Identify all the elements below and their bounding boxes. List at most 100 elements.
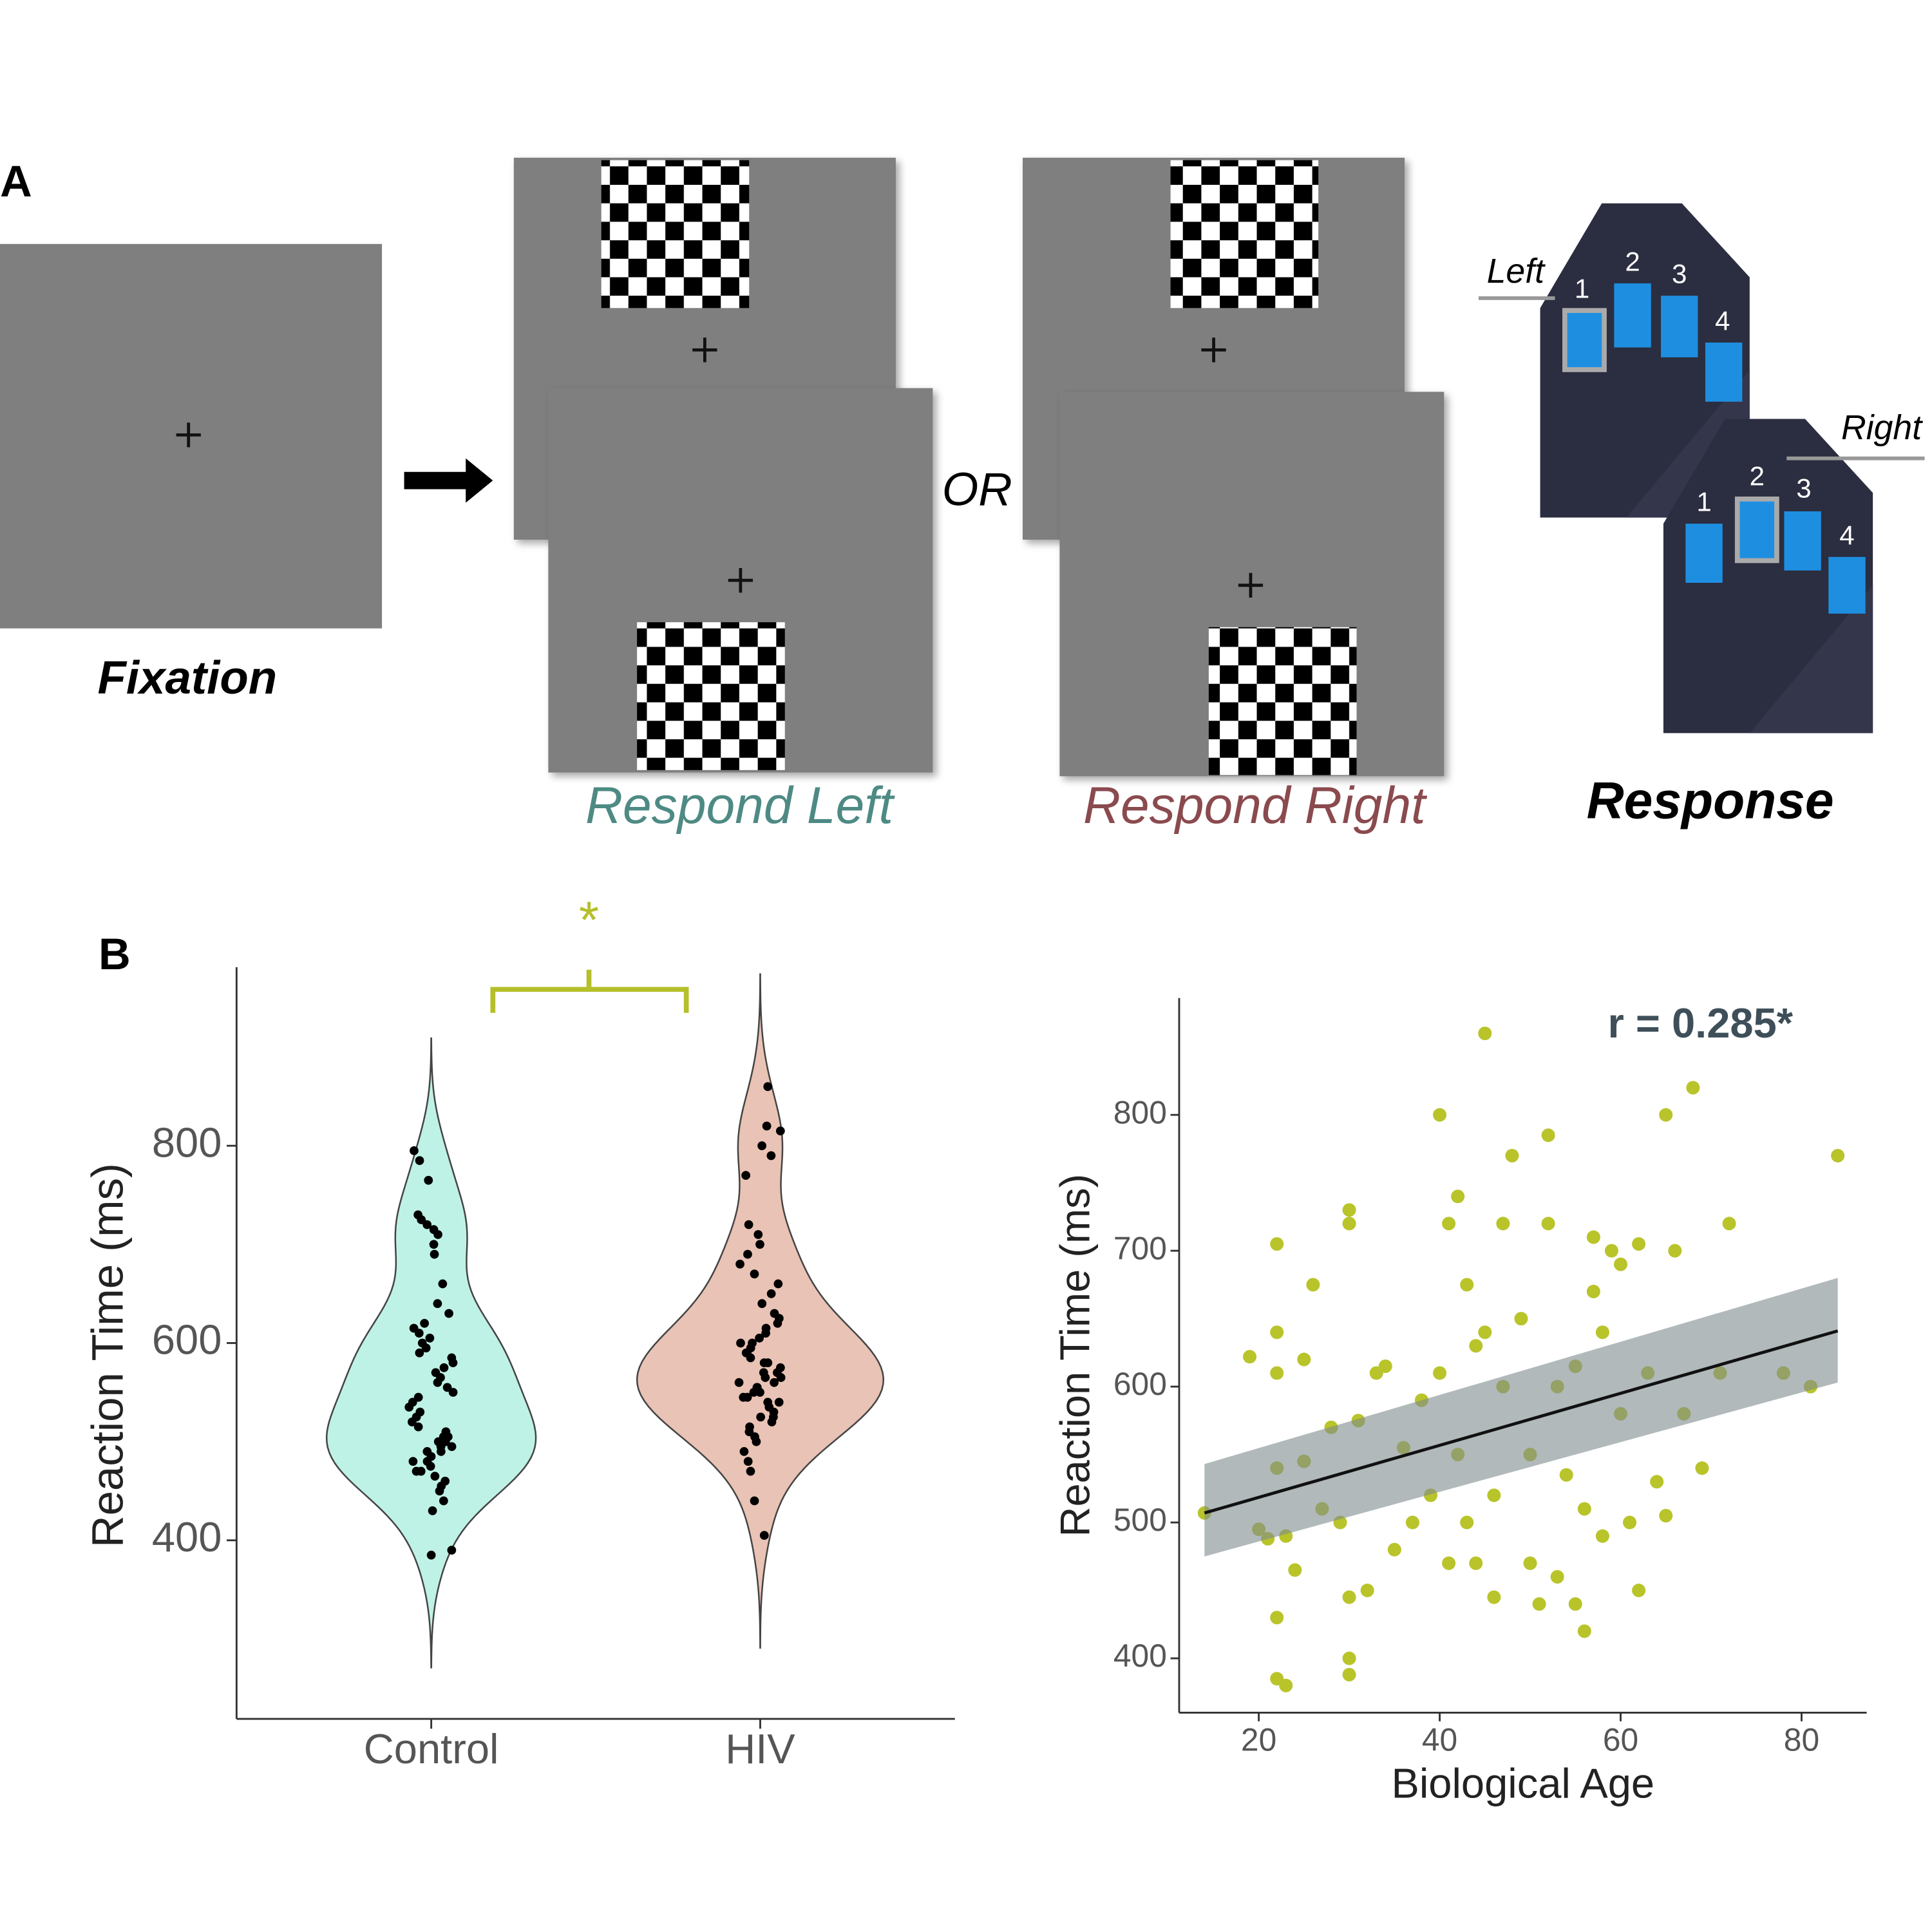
x-tick-label: 40 — [1422, 1721, 1457, 1757]
data-point — [441, 1427, 451, 1437]
data-point — [1460, 1515, 1474, 1530]
data-point — [748, 1338, 757, 1348]
data-point — [753, 1230, 763, 1239]
data-point — [755, 1333, 764, 1343]
data-point — [1668, 1244, 1682, 1258]
data-point — [1378, 1359, 1392, 1373]
data-point — [775, 1126, 785, 1136]
confidence-band — [1204, 1278, 1838, 1557]
data-point — [735, 1260, 744, 1269]
data-point — [439, 1496, 448, 1506]
data-point — [1632, 1584, 1646, 1598]
data-point — [1650, 1475, 1664, 1489]
data-point — [1541, 1217, 1555, 1231]
y-tick-label: 800 — [152, 1119, 222, 1166]
data-point — [1469, 1556, 1483, 1570]
key-number: 3 — [1796, 473, 1811, 504]
data-point — [422, 1447, 432, 1456]
data-point — [1478, 1027, 1492, 1041]
data-point — [430, 1249, 439, 1259]
data-point — [447, 1442, 457, 1452]
data-point — [426, 1550, 436, 1560]
data-point — [1387, 1542, 1401, 1557]
y-tick-label: 600 — [152, 1316, 222, 1363]
data-point — [1505, 1148, 1519, 1162]
data-point — [757, 1299, 767, 1309]
data-point — [420, 1318, 430, 1328]
data-point — [425, 1333, 435, 1343]
data-point — [1686, 1081, 1700, 1095]
data-point — [1577, 1502, 1591, 1516]
data-point — [755, 1240, 764, 1249]
response-label: Response — [1587, 772, 1834, 830]
data-point — [416, 1466, 426, 1476]
data-point — [734, 1378, 744, 1387]
right-label: Right — [1841, 409, 1923, 447]
x-tick-label: 60 — [1603, 1721, 1638, 1757]
data-point — [442, 1383, 452, 1392]
data-point — [752, 1383, 762, 1392]
data-point — [1586, 1284, 1600, 1298]
arrow — [404, 458, 493, 503]
data-point — [743, 1249, 752, 1259]
data-point — [1288, 1563, 1302, 1577]
violin — [325, 1037, 537, 1669]
data-point — [763, 1358, 773, 1367]
data-point — [408, 1397, 417, 1407]
data-point — [1342, 1590, 1356, 1604]
data-point — [1523, 1556, 1537, 1570]
left-screens — [513, 157, 933, 773]
data-point — [1306, 1278, 1320, 1292]
data-point — [1270, 1325, 1284, 1340]
data-point — [1559, 1468, 1573, 1482]
data-point — [1586, 1230, 1600, 1244]
data-point — [429, 1240, 439, 1249]
y-tick-label: 400 — [1113, 1638, 1167, 1674]
x-tick-label: 80 — [1784, 1721, 1819, 1757]
significance-bracket — [490, 969, 689, 1013]
y-tick-label: 400 — [152, 1513, 222, 1560]
respond-left-label: Respond Left — [585, 777, 896, 835]
data-point — [413, 1392, 423, 1402]
data-point — [763, 1082, 773, 1092]
data-point — [415, 1407, 425, 1417]
right-screens — [1023, 157, 1444, 777]
data-point — [1442, 1556, 1456, 1570]
data-point — [759, 1531, 769, 1540]
data-point — [1568, 1597, 1582, 1611]
data-point — [439, 1363, 449, 1372]
key-number: 1 — [1696, 487, 1711, 517]
data-point — [1360, 1584, 1374, 1598]
fixation-screen — [0, 243, 383, 629]
data-point — [757, 1141, 767, 1151]
data-point — [756, 1412, 766, 1422]
data-point — [1270, 1611, 1284, 1625]
y-tick-label: 700 — [1113, 1230, 1167, 1266]
data-point — [1659, 1108, 1673, 1122]
data-point — [447, 1546, 457, 1555]
data-point — [739, 1447, 749, 1456]
data-point — [741, 1171, 751, 1180]
data-point — [448, 1388, 458, 1397]
data-point — [431, 1368, 440, 1378]
data-point — [415, 1156, 424, 1165]
data-point — [1722, 1217, 1736, 1231]
data-point — [759, 1368, 768, 1378]
data-point — [1487, 1488, 1501, 1502]
data-point — [1595, 1325, 1609, 1340]
data-point — [1577, 1624, 1591, 1638]
data-point — [424, 1175, 433, 1185]
significance-label: * — [579, 891, 599, 949]
data-point — [429, 1225, 439, 1235]
y-axis-title: Reaction Time (ms) — [82, 1163, 132, 1548]
data-point — [447, 1353, 457, 1363]
x-axis-title: Biological Age — [1391, 1759, 1654, 1806]
data-point — [415, 1348, 424, 1358]
data-point — [1279, 1678, 1293, 1692]
data-point — [776, 1363, 785, 1372]
data-point — [444, 1309, 453, 1318]
panel-label: A — [0, 156, 32, 206]
data-point — [1487, 1590, 1501, 1604]
data-point — [1514, 1312, 1528, 1326]
